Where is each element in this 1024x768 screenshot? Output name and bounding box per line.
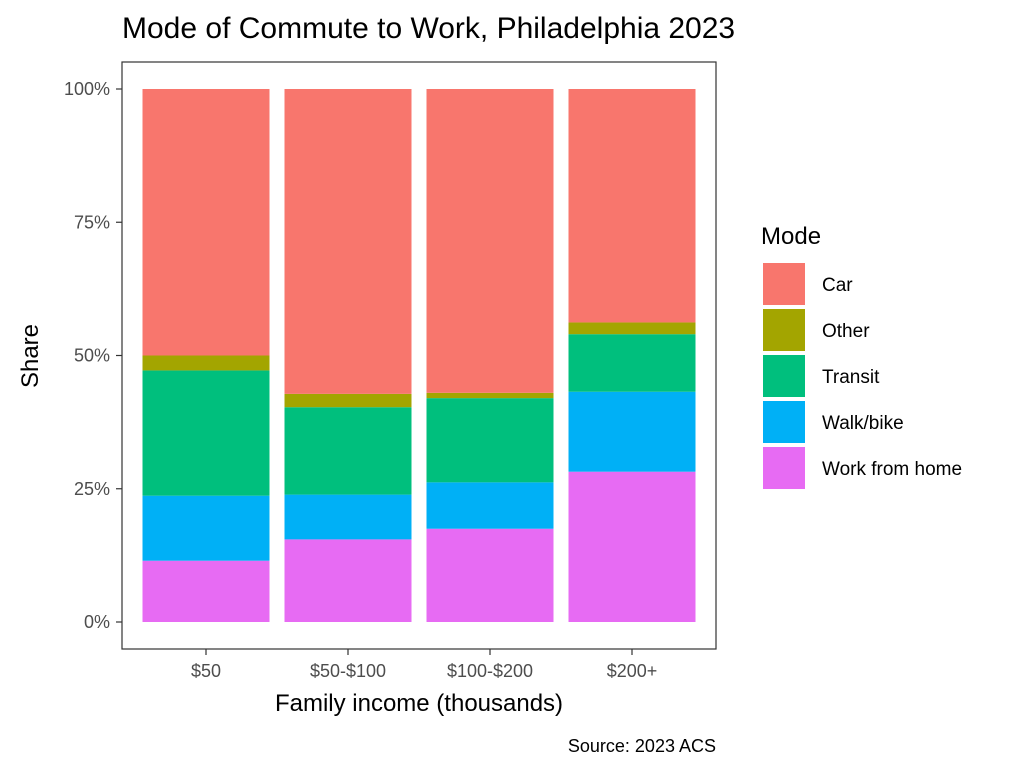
bar-segment-work-from-home-3	[568, 471, 696, 622]
bar-segment-other-2	[426, 392, 554, 399]
legend-label: Transit	[822, 367, 880, 388]
legend-key-work-from-home	[763, 447, 805, 489]
legend-label: Car	[822, 275, 853, 296]
legend-key-other	[763, 309, 805, 351]
y-tick-label: 25%	[74, 479, 110, 499]
y-axis-title: Share	[17, 324, 44, 388]
bar-segment-other-3	[568, 322, 696, 335]
legend-key-transit	[763, 355, 805, 397]
y-axis: 0% 25% 50% 75% 100%	[64, 79, 122, 632]
caption: Source: 2023 ACS	[568, 736, 716, 756]
bar-segment-transit-0	[142, 370, 270, 496]
bar-segment-walk-bike-1	[284, 494, 412, 540]
legend-label: Walk/bike	[822, 413, 904, 434]
bar-segment-car-3	[568, 89, 696, 323]
x-axis-title: Family income (thousands)	[275, 690, 563, 717]
bar-segment-car-0	[142, 89, 270, 356]
legend: Mode Car Other Transit Walk/bike Work from h…	[761, 223, 962, 489]
y-tick-label: 50%	[74, 346, 110, 366]
bar-segment-transit-2	[426, 398, 554, 483]
bar-segment-other-1	[284, 393, 412, 408]
x-tick-label: $100-$200	[447, 661, 533, 681]
bar-segment-walk-bike-2	[426, 482, 554, 529]
y-tick-label: 100%	[64, 79, 110, 99]
legend-label: Other	[822, 321, 870, 342]
x-tick-label: $50	[191, 661, 221, 681]
x-tick-label: $50-$100	[310, 661, 386, 681]
bar-segment-other-0	[142, 355, 270, 371]
chart-title: Mode of Commute to Work, Philadelphia 20…	[122, 12, 735, 45]
bars-group	[142, 89, 696, 622]
bar-segment-work-from-home-1	[284, 539, 412, 622]
bar-segment-walk-bike-3	[568, 391, 696, 472]
y-tick-label: 75%	[74, 212, 110, 232]
plot-panel	[121, 61, 717, 650]
legend-key-car	[763, 263, 805, 305]
legend-key-walk-bike	[763, 401, 805, 443]
x-tick-label: $200+	[607, 661, 658, 681]
bar-segment-transit-3	[568, 334, 696, 392]
legend-label: Work from home	[822, 459, 962, 480]
legend-items: Car Other Transit Walk/bike Work from home	[763, 263, 962, 489]
x-axis: $50 $50-$100 $100-$200 $200+	[191, 649, 657, 681]
bar-segment-car-1	[284, 89, 412, 394]
legend-title: Mode	[761, 223, 821, 250]
bar-segment-transit-1	[284, 407, 412, 495]
bar-segment-car-2	[426, 89, 554, 393]
bar-segment-work-from-home-2	[426, 528, 554, 622]
y-tick-label: 0%	[84, 612, 110, 632]
bar-segment-walk-bike-0	[142, 495, 270, 561]
bar-segment-work-from-home-0	[142, 560, 270, 622]
